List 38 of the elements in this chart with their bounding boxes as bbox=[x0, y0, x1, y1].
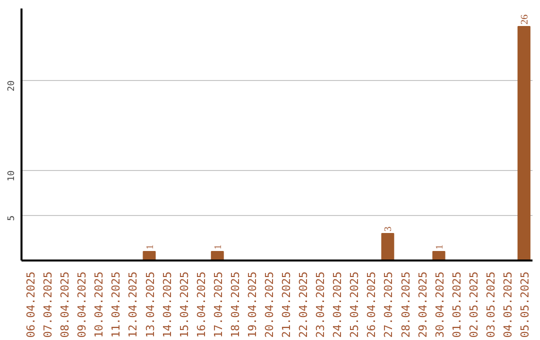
x-tick-label: 20.04.2025 bbox=[262, 271, 276, 338]
x-tick-label: 10.04.2025 bbox=[92, 271, 106, 338]
x-tick-label: 25.04.2025 bbox=[348, 271, 362, 338]
x-tick-label: 24.04.2025 bbox=[331, 271, 344, 338]
x-tick-label: 13.04.2025 bbox=[144, 271, 157, 338]
x-tick-label: 16.04.2025 bbox=[194, 271, 208, 338]
y-tick-label: 10 bbox=[7, 170, 17, 182]
x-tick-label: 09.04.2025 bbox=[76, 271, 89, 338]
x-tick-label: 18.04.2025 bbox=[228, 271, 242, 338]
x-tick-label: 19.04.2025 bbox=[246, 271, 259, 338]
x-tick-label: 14.04.2025 bbox=[160, 271, 174, 338]
x-tick-label: 02.05.2025 bbox=[467, 271, 480, 338]
x-tick-label: 26.04.2025 bbox=[365, 271, 378, 338]
y-tick-label: 5 bbox=[7, 215, 17, 221]
data-label: 1 bbox=[144, 244, 156, 250]
x-tick-label: 29.04.2025 bbox=[416, 271, 430, 338]
data-label: 1 bbox=[212, 244, 224, 250]
x-tick-label: 01.05.2025 bbox=[450, 271, 464, 338]
data-label: 26 bbox=[519, 14, 530, 24]
y-tick-label: 20 bbox=[7, 80, 17, 92]
x-tick-label: 17.04.2025 bbox=[212, 271, 225, 338]
x-tick-label: 08.04.2025 bbox=[58, 271, 72, 338]
x-tick-label: 23.04.2025 bbox=[314, 271, 328, 338]
x-tick-label: 27.04.2025 bbox=[382, 271, 396, 338]
x-tick-label: 28.04.2025 bbox=[399, 271, 412, 338]
x-tick-label: 05.05.2025 bbox=[518, 271, 532, 338]
x-tick-label: 15.04.2025 bbox=[178, 271, 191, 338]
x-tick-label: 21.04.2025 bbox=[280, 271, 294, 338]
x-tick-label: 06.04.2025 bbox=[24, 271, 38, 338]
x-tick-label: 07.04.2025 bbox=[42, 271, 55, 338]
x-tick-label: 22.04.2025 bbox=[297, 271, 310, 338]
x-tick-label: 12.04.2025 bbox=[126, 271, 140, 338]
data-label: 1 bbox=[434, 244, 446, 250]
data-label: 3 bbox=[383, 226, 394, 232]
x-tick-label: 03.05.2025 bbox=[484, 271, 498, 338]
x-tick-label: 11.04.2025 bbox=[110, 271, 123, 338]
x-tick-label: 04.05.2025 bbox=[501, 271, 514, 338]
x-tick-label: 30.04.2025 bbox=[433, 271, 446, 338]
